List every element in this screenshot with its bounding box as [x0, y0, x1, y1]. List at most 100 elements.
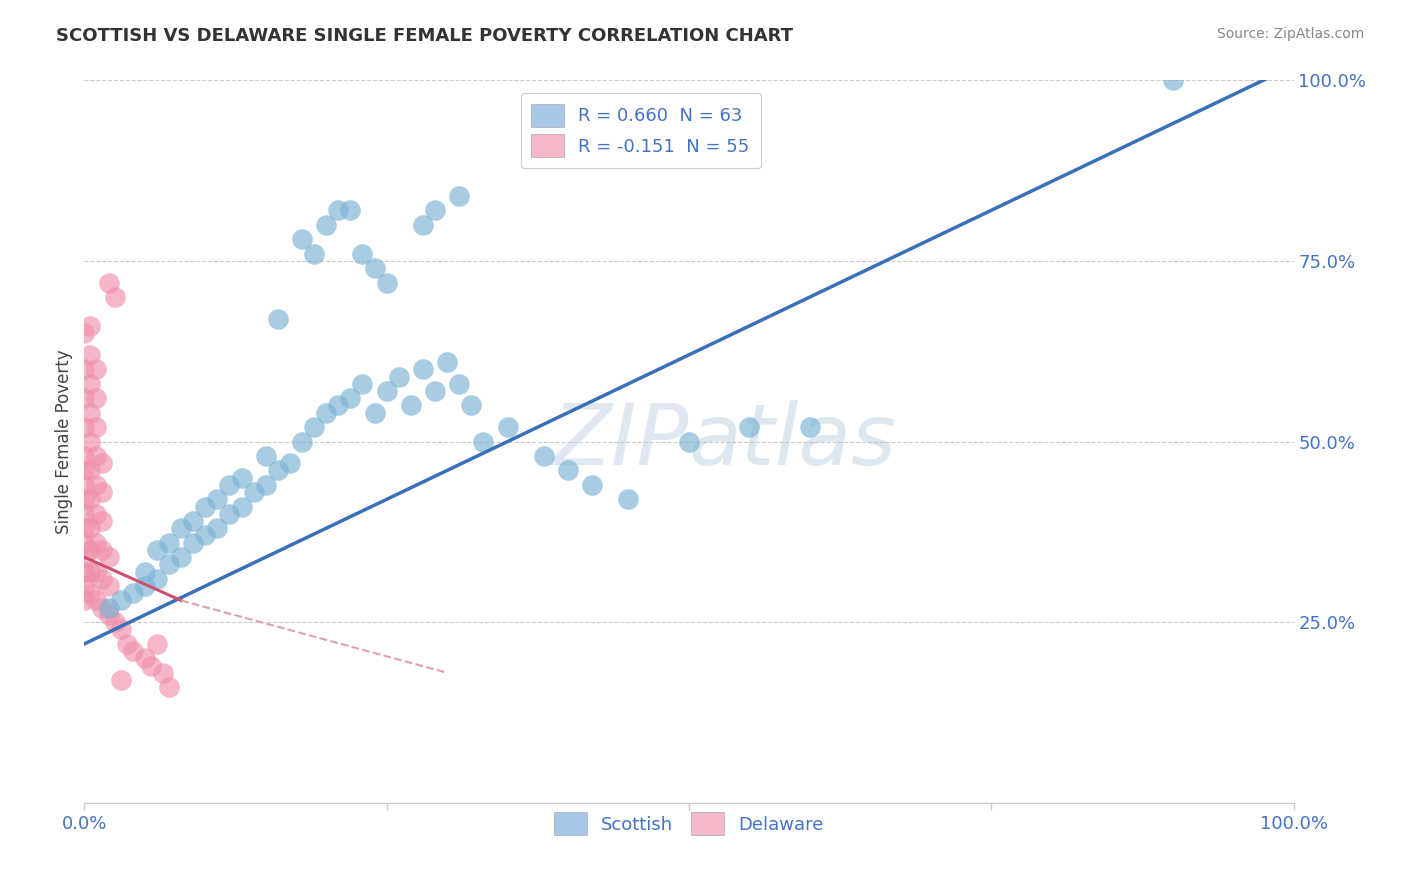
Point [73, 478, 96, 492]
Point [302, 420, 325, 434]
Text: Source: ZipAtlas.com: Source: ZipAtlas.com [1216, 27, 1364, 41]
Point [73, 391, 96, 405]
Point [86, 535, 108, 549]
Point [86, 507, 108, 521]
Point [97, 550, 120, 565]
Text: atlas: atlas [689, 400, 897, 483]
Point [110, 593, 132, 607]
Point [181, 514, 204, 528]
Point [86, 478, 108, 492]
Point [460, 398, 482, 412]
Point [79, 565, 101, 579]
Text: ZIP: ZIP [553, 400, 689, 483]
Point [79, 406, 101, 420]
Point [86, 449, 108, 463]
Point [139, 658, 162, 673]
Point [194, 528, 217, 542]
Text: SCOTTISH VS DELAWARE SINGLE FEMALE POVERTY CORRELATION CHART: SCOTTISH VS DELAWARE SINGLE FEMALE POVER… [56, 27, 793, 45]
Point [73, 362, 96, 376]
Point [533, 449, 555, 463]
Point [146, 572, 169, 586]
Point [363, 406, 385, 420]
Point [86, 391, 108, 405]
Point [73, 326, 96, 340]
Point [352, 246, 374, 260]
Point [436, 355, 458, 369]
Point [194, 500, 217, 514]
Point [157, 558, 180, 572]
Point [388, 369, 411, 384]
Point [170, 550, 193, 565]
Point [207, 521, 229, 535]
Point [339, 391, 361, 405]
Point [315, 218, 337, 232]
Point [79, 434, 101, 449]
Point [91, 456, 114, 470]
Point [678, 434, 700, 449]
Point [472, 434, 495, 449]
Point [412, 218, 434, 232]
Point [328, 398, 350, 412]
Point [254, 449, 277, 463]
Point [423, 203, 446, 218]
Point [496, 420, 519, 434]
Point [91, 485, 114, 500]
Point [73, 593, 96, 607]
Point [73, 507, 96, 521]
Point [254, 478, 277, 492]
Point [449, 376, 471, 391]
Point [207, 492, 229, 507]
Point [218, 507, 240, 521]
Point [157, 680, 180, 694]
Point [104, 615, 127, 630]
Point [617, 492, 640, 507]
Point [73, 449, 96, 463]
Point [86, 362, 108, 376]
Point [73, 521, 96, 535]
Point [449, 189, 471, 203]
Point [73, 550, 96, 565]
Point [291, 232, 314, 246]
Point [423, 384, 446, 398]
Point [91, 542, 114, 557]
Point [97, 579, 120, 593]
Point [146, 637, 169, 651]
Point [375, 384, 398, 398]
Point [134, 651, 156, 665]
Point [339, 203, 361, 218]
Point [115, 637, 138, 651]
Point [73, 463, 96, 477]
Point [231, 470, 253, 484]
Point [278, 456, 301, 470]
Point [218, 478, 240, 492]
Point [412, 362, 434, 376]
Point [79, 318, 101, 333]
Y-axis label: Single Female Poverty: Single Female Poverty [55, 350, 73, 533]
Point [291, 434, 314, 449]
Point [581, 478, 603, 492]
Point [152, 665, 174, 680]
Point [79, 492, 101, 507]
Point [799, 420, 821, 434]
Point [79, 348, 101, 362]
Point [73, 565, 96, 579]
Point [134, 565, 156, 579]
Point [79, 521, 101, 535]
Point [157, 535, 180, 549]
Point [302, 246, 325, 260]
Point [242, 485, 264, 500]
Point [267, 311, 290, 326]
Point [73, 420, 96, 434]
Point [1161, 73, 1184, 87]
Point [79, 463, 101, 477]
Point [363, 261, 385, 276]
Point [170, 521, 193, 535]
Point [73, 535, 96, 549]
Point [315, 406, 337, 420]
Point [375, 276, 398, 290]
Point [79, 542, 101, 557]
Point [91, 514, 114, 528]
Point [97, 600, 120, 615]
Point [121, 644, 143, 658]
Point [328, 203, 350, 218]
